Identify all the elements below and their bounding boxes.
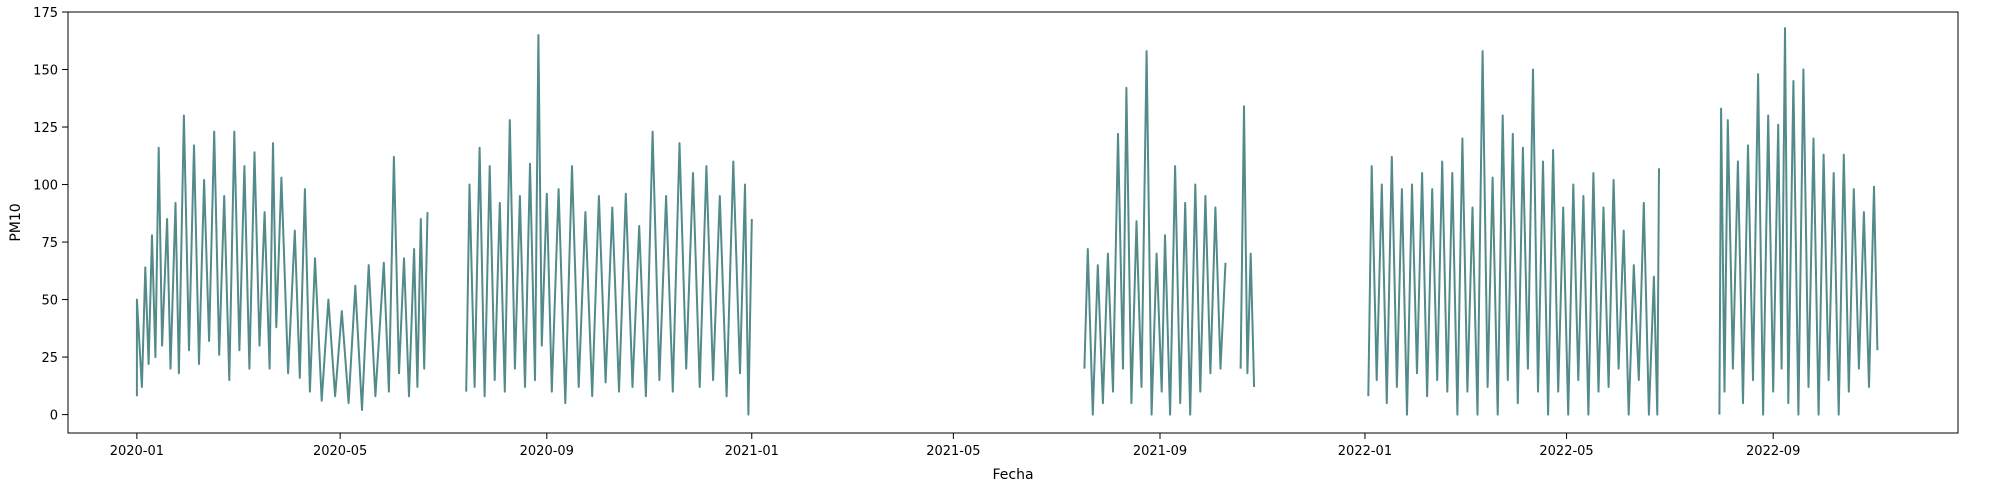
y-tick-label: 125 — [33, 121, 58, 136]
x-tick-label: 2021-01 — [725, 444, 779, 459]
pm10-series-segment-6 — [1718, 27, 1879, 416]
y-tick-label: 175 — [33, 6, 58, 21]
x-tick-label: 2020-05 — [313, 444, 367, 459]
y-tick-label: 50 — [41, 294, 58, 309]
x-tick-label: 2022-05 — [1539, 444, 1593, 459]
y-axis-title: PM10 — [8, 203, 24, 241]
series-layer — [135, 27, 1879, 416]
pm10-series-segment-4 — [1239, 105, 1256, 388]
y-tick-label: 25 — [41, 351, 58, 366]
x-tick-label: 2021-09 — [1133, 444, 1187, 459]
x-axis-title: Fecha — [992, 467, 1033, 483]
x-tick-label: 2021-05 — [926, 444, 980, 459]
pm10-series-segment-2 — [465, 34, 753, 416]
x-axis: 2020-01 2020-05 2020-09 2021-01 2021-05 2021-… — [110, 433, 1800, 459]
y-tick-label: 0 — [50, 409, 58, 424]
y-axis: 0 25 50 75 100 125 150 175 — [33, 6, 68, 424]
pm10-series-segment-3 — [1083, 50, 1227, 416]
x-tick-label: 2020-09 — [520, 444, 574, 459]
y-tick-label: 75 — [41, 236, 58, 251]
x-tick-label: 2022-09 — [1746, 444, 1800, 459]
x-tick-label: 2020-01 — [110, 444, 164, 459]
plot-area-frame — [67, 11, 1959, 434]
y-tick-label: 100 — [33, 179, 58, 194]
pm10-series-segment-1 — [135, 114, 429, 411]
y-tick-label: 150 — [33, 64, 58, 79]
x-tick-label: 2022-01 — [1338, 444, 1392, 459]
pm10-series-segment-5 — [1367, 50, 1660, 416]
